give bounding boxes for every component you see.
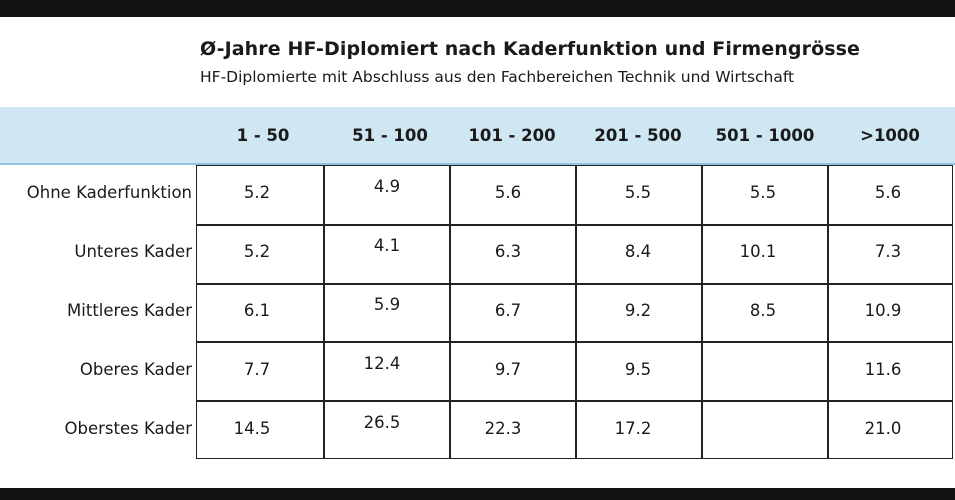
table-cell: 4.1 xyxy=(373,236,401,255)
row-label: Unteres Kader xyxy=(74,242,192,261)
chart-title: Ø-Jahre HF-Diplomiert nach Kaderfunktion… xyxy=(200,38,861,60)
table-cell: 9.7 xyxy=(494,360,522,379)
bottom-frame-bar xyxy=(0,488,955,500)
column-header: 51 - 100 xyxy=(352,126,428,145)
row-label: Oberstes Kader xyxy=(64,419,192,438)
table-cell: 21.0 xyxy=(864,419,902,438)
row-divider xyxy=(196,224,953,226)
row-label: Ohne Kaderfunktion xyxy=(26,183,192,202)
table-cell: 5.2 xyxy=(243,242,271,261)
table-cell: 7.3 xyxy=(874,242,902,261)
column-header: 501 - 1000 xyxy=(715,126,815,145)
table-cell: 10.1 xyxy=(739,242,777,261)
table-cell: 22.3 xyxy=(484,419,522,438)
table-cell: 9.2 xyxy=(624,301,652,320)
row-label: Oberes Kader xyxy=(79,360,192,379)
chart-subtitle: HF-Diplomierte mit Abschluss aus den Fac… xyxy=(200,68,795,86)
table-cell: 11.6 xyxy=(864,360,902,379)
table-cell: 6.3 xyxy=(494,242,522,261)
table-cell: 9.5 xyxy=(624,360,652,379)
column-divider xyxy=(827,165,829,459)
table-cell: 8.5 xyxy=(749,301,777,320)
table-cell: 5.5 xyxy=(624,183,652,202)
column-header: 1 - 50 xyxy=(236,126,290,145)
table-cell: 6.7 xyxy=(494,301,522,320)
column-divider xyxy=(449,165,451,459)
table-cell: 5.2 xyxy=(243,183,271,202)
column-divider xyxy=(575,165,577,459)
column-header: >1000 xyxy=(860,126,920,145)
row-divider xyxy=(196,400,953,402)
row-divider xyxy=(196,283,953,285)
table-cell: 12.4 xyxy=(363,354,401,373)
row-label: Mittleres Kader xyxy=(67,301,192,320)
column-header: 201 - 500 xyxy=(594,126,682,145)
table-cell: 6.1 xyxy=(243,301,271,320)
row-divider xyxy=(196,341,953,343)
table-grid xyxy=(196,165,953,459)
table-cell: 8.4 xyxy=(624,242,652,261)
column-header: 101 - 200 xyxy=(468,126,556,145)
table-cell: 14.5 xyxy=(233,419,271,438)
column-divider xyxy=(701,165,703,459)
table-cell: 5.9 xyxy=(373,295,401,314)
table-cell: 5.6 xyxy=(874,183,902,202)
column-divider xyxy=(323,165,325,459)
column-header-underline xyxy=(0,163,955,165)
table-cell: 5.5 xyxy=(749,183,777,202)
table-cell: 5.6 xyxy=(494,183,522,202)
table-cell: 26.5 xyxy=(363,413,401,432)
column-header-band xyxy=(0,107,955,165)
table-cell: 7.7 xyxy=(243,360,271,379)
table-cell: 17.2 xyxy=(614,419,652,438)
top-frame-bar xyxy=(0,0,955,17)
table-cell: 4.9 xyxy=(373,177,401,196)
table-cell: 10.9 xyxy=(864,301,902,320)
